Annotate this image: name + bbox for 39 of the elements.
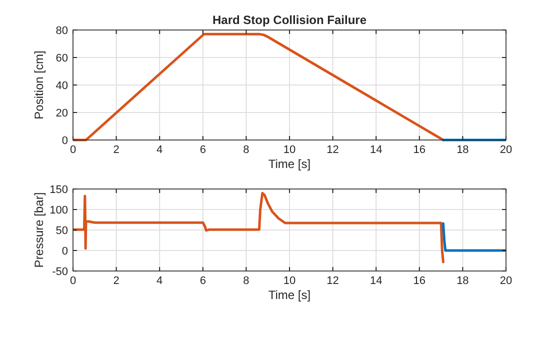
- y-tick-label: -50: [52, 266, 68, 278]
- y-tick-label: 0: [62, 135, 68, 147]
- y-tick-label: 100: [50, 204, 68, 216]
- x-tick-label: 10: [283, 144, 296, 156]
- x-tick-label: 4: [156, 144, 163, 156]
- x-tick-label: 20: [500, 275, 512, 287]
- x-tick-label: 12: [326, 144, 339, 156]
- y-tick-label: 50: [56, 225, 68, 237]
- x-tick-label: 8: [243, 275, 250, 287]
- y-tick-label: 0: [62, 246, 68, 258]
- x-tick-label: 0: [70, 144, 76, 156]
- x-tick-label: 0: [70, 275, 76, 287]
- x-tick-label: 14: [370, 144, 382, 156]
- y-tick-label: 20: [56, 108, 68, 120]
- x-tick-label: 6: [200, 275, 206, 287]
- x-tick-label: 2: [113, 144, 120, 156]
- line-series: [73, 32, 444, 142]
- x-tick-label: 10: [283, 275, 296, 287]
- x-tick-label: 6: [200, 144, 206, 156]
- x-tick-label: 18: [456, 275, 469, 287]
- chart-title: Hard Stop Collision Failure: [212, 13, 367, 27]
- x-tick-label: 16: [413, 275, 426, 287]
- x-tick-label: 4: [156, 275, 163, 287]
- y-tick-label: 150: [50, 184, 68, 196]
- y-axis-title: Position [cm]: [32, 50, 46, 120]
- x-tick-label: 18: [456, 144, 469, 156]
- x-tick-label: 16: [413, 144, 426, 156]
- x-tick-label: 20: [500, 144, 512, 156]
- y-axis-title: Pressure [bar]: [32, 192, 46, 268]
- x-axis-title: Time [s]: [268, 288, 311, 302]
- x-tick-label: 8: [243, 144, 250, 156]
- y-tick-label: 40: [56, 80, 68, 92]
- x-tick-label: 2: [113, 275, 120, 287]
- x-tick-label: 12: [326, 275, 339, 287]
- line-series: [73, 192, 444, 264]
- x-tick-label: 14: [370, 275, 382, 287]
- x-axis-title: Time [s]: [268, 157, 311, 171]
- y-tick-label: 60: [56, 52, 68, 64]
- y-tick-label: 80: [56, 25, 68, 37]
